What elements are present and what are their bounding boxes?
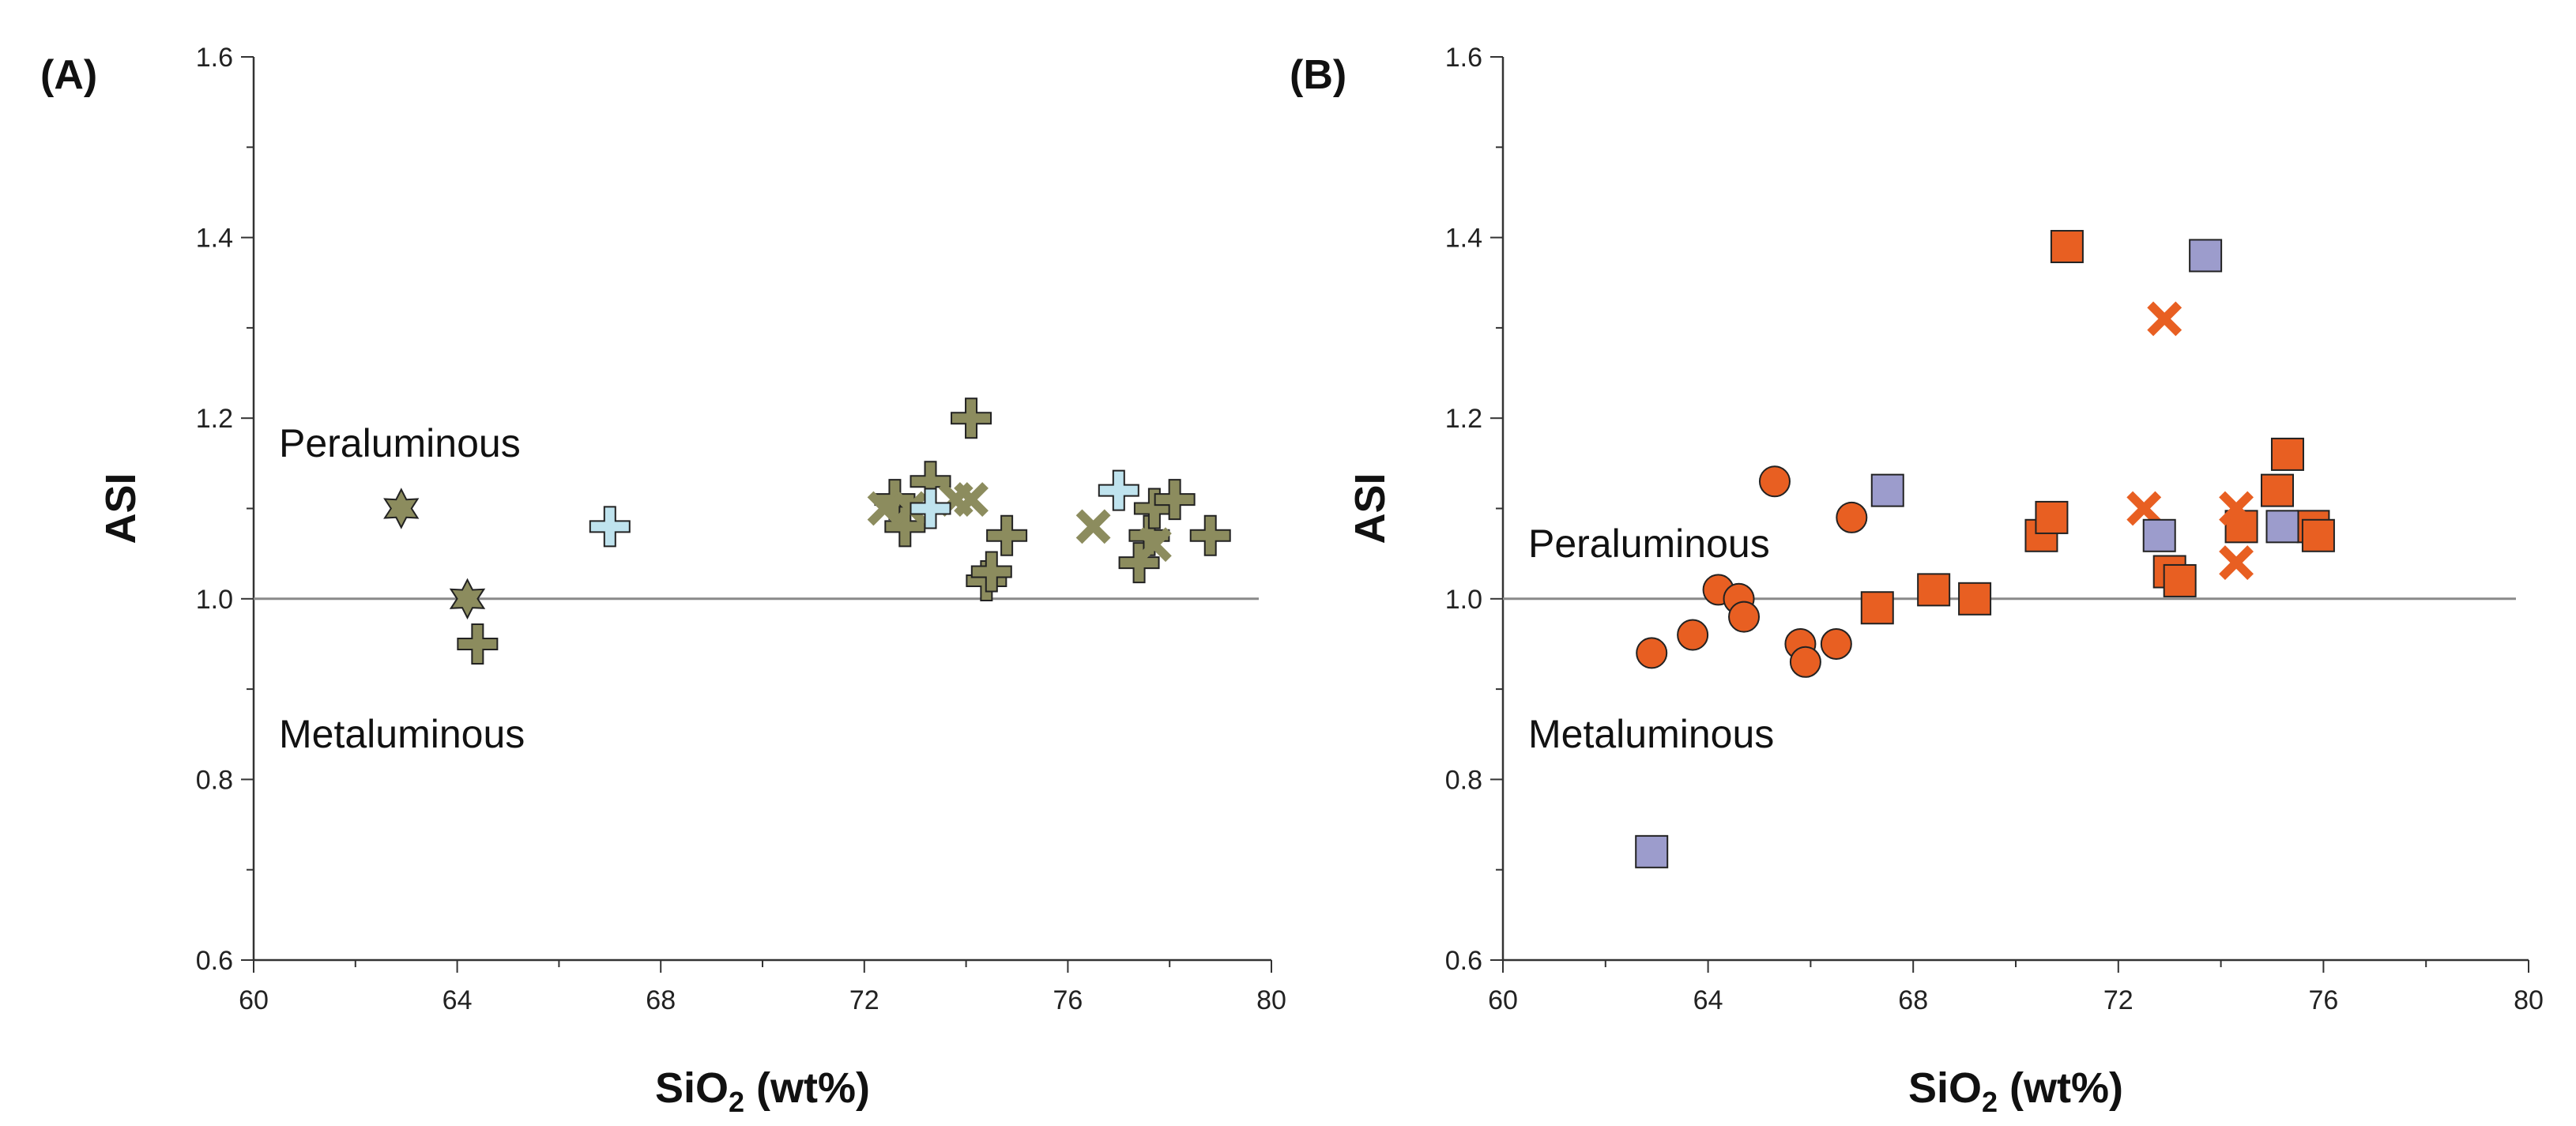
- data-point-square: [1958, 582, 1992, 616]
- x-axis-title: SiO2 (wt%): [655, 1064, 870, 1118]
- data-point-x: [954, 482, 989, 517]
- data-point-plus: [884, 506, 926, 548]
- panel-label: (A): [40, 52, 97, 98]
- x-tick-label: 76: [2308, 985, 2338, 1015]
- data-point-plus: [951, 397, 992, 439]
- data-point-circle: [1836, 501, 1868, 533]
- series-olive-cross: [457, 397, 1231, 665]
- data-point-x: [2219, 545, 2254, 581]
- data-point-circle: [1636, 637, 1668, 669]
- y-tick-label: 1.0: [196, 585, 233, 615]
- x-tick-label: 60: [1488, 985, 1518, 1015]
- data-point-x: [2219, 491, 2254, 526]
- data-point-square: [2189, 239, 2223, 273]
- x-tick-label: 68: [1898, 985, 1928, 1015]
- panel-b: 0.6 0.8 1.0 1.2 1.4 1.6 60 64 68 72 76 80 SiO2 (wt%)…: [1290, 43, 2544, 1118]
- y-tick-label: 1.4: [1445, 224, 1482, 254]
- y-tick-label: 1.6: [1445, 43, 1482, 73]
- series-olive-star: [383, 488, 486, 619]
- series-olive-x: [867, 482, 1172, 563]
- y-tick-label: 0.8: [196, 765, 233, 795]
- x-tick-label: 68: [646, 985, 676, 1015]
- x-tick-label: 64: [443, 985, 473, 1015]
- data-point-plus: [970, 551, 1012, 593]
- x-axis-title: SiO2 (wt%): [1908, 1064, 2123, 1118]
- y-tick-label: 1.2: [196, 404, 233, 434]
- data-point-plus: [589, 506, 631, 548]
- y-tick-label: 1.2: [1445, 404, 1482, 434]
- data-point-square: [2142, 518, 2176, 552]
- metaluminous-label: Metaluminous: [279, 712, 525, 756]
- data-point-circle: [1758, 465, 1791, 498]
- data-point-square: [2301, 518, 2335, 552]
- data-point-x: [1075, 509, 1111, 544]
- x-tick-label: 80: [2514, 985, 2544, 1015]
- metaluminous-label: Metaluminous: [1528, 712, 1774, 756]
- data-point-square: [1635, 834, 1669, 868]
- x-tick-label: 60: [239, 985, 269, 1015]
- x-tick-label: 72: [2103, 985, 2133, 1015]
- data-point-square: [2270, 437, 2304, 471]
- data-point-circle: [1789, 646, 1821, 678]
- x-tick-label: 72: [849, 985, 879, 1015]
- peraluminous-label: Peraluminous: [279, 421, 521, 465]
- data-point-circle: [1728, 601, 1761, 633]
- x-tick-label: 80: [1256, 985, 1286, 1015]
- data-point-square: [2163, 563, 2197, 597]
- data-point-x: [867, 491, 902, 526]
- y-tick-label: 1.4: [196, 224, 233, 254]
- data-point-plus: [1189, 514, 1231, 556]
- panel-a: 0.6 0.8 1.0 1.2 1.4 1.6 60 64 68 72 76 80 SiO2 (wt%)…: [40, 43, 1286, 1118]
- data-point-star: [383, 488, 420, 529]
- data-point-square: [2050, 230, 2084, 264]
- data-point-plus: [910, 488, 951, 529]
- data-point-square: [1860, 591, 1894, 625]
- peraluminous-label: Peraluminous: [1528, 522, 1770, 566]
- data-point-circle: [1820, 627, 1852, 660]
- series-orange-circle: [1636, 465, 1868, 678]
- data-point-plus: [986, 514, 1028, 556]
- data-point-plus: [1098, 469, 1139, 511]
- data-point-square: [2265, 510, 2299, 544]
- y-axis-title: ASI: [1346, 473, 1394, 544]
- data-point-square: [2260, 473, 2294, 507]
- data-point-square: [1870, 473, 1904, 507]
- series-orange-square: [1860, 230, 2335, 625]
- series-orange-x: [2126, 301, 2254, 581]
- data-point-plus: [1154, 479, 1196, 521]
- y-tick-label: 0.6: [1445, 946, 1482, 976]
- y-tick-label: 1.6: [196, 43, 233, 73]
- panel-label: (B): [1290, 52, 1346, 98]
- y-tick-label: 1.0: [1445, 585, 1482, 615]
- data-point-square: [2035, 500, 2069, 534]
- data-point-square: [1917, 573, 1951, 607]
- data-point-x: [1136, 527, 1172, 563]
- y-tick-label: 0.8: [1445, 765, 1482, 795]
- data-point-circle: [1677, 619, 1709, 651]
- x-tick-label: 64: [1693, 985, 1723, 1015]
- series-light-blue-cross: [589, 469, 1139, 548]
- y-tick-label: 0.6: [196, 946, 233, 976]
- data-point-plus: [457, 623, 499, 665]
- data-point-star: [449, 578, 486, 619]
- data-point-x: [2126, 491, 2162, 526]
- series-lavender-square: [1635, 239, 2299, 868]
- y-axis-title: ASI: [97, 473, 145, 544]
- data-point-x: [2147, 301, 2182, 337]
- x-tick-label: 76: [1053, 985, 1083, 1015]
